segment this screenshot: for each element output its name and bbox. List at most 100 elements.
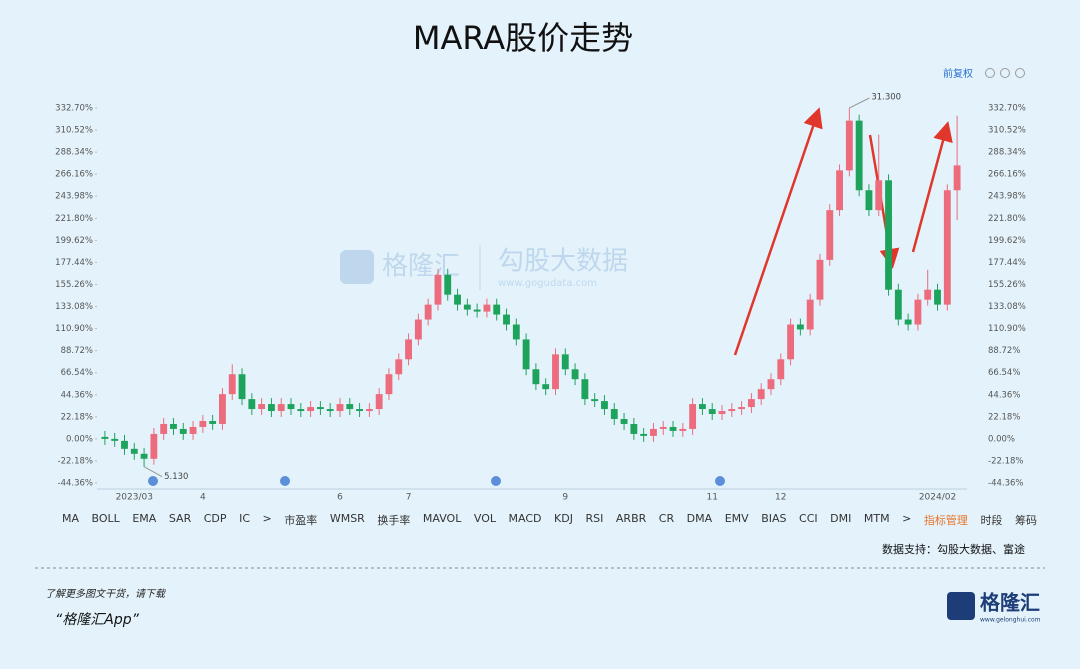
zoom-in-icon[interactable] [1015, 68, 1025, 78]
logo-url: www.gelonghui.com [980, 617, 1041, 624]
candle-body [336, 404, 344, 412]
indicator-tab[interactable]: 换手率 [377, 514, 411, 527]
indicator-tab[interactable]: > [262, 512, 272, 525]
reset-icon[interactable] [985, 68, 995, 78]
y-tick-label: 0.00% [66, 434, 93, 444]
y2-tick-label: 288.34% [988, 148, 1026, 158]
chart-title: MARA股价走势 [413, 19, 633, 57]
indicator-tab[interactable]: VOL [473, 512, 496, 525]
indicator-tab[interactable]: > [902, 512, 912, 525]
indicator-tab[interactable]: WMSR [329, 512, 365, 525]
candle-body [395, 359, 403, 375]
y2-tick-label: 310.52% [988, 126, 1026, 136]
candle-body [620, 418, 628, 424]
annotation-leader [143, 466, 163, 478]
indicator-tab[interactable]: SAR [168, 512, 192, 525]
candle-body [855, 120, 863, 191]
indicator-tab[interactable]: EMV [724, 512, 749, 525]
candle-body [943, 190, 951, 305]
indicator-tab[interactable]: CDP [203, 512, 227, 525]
candle-body [228, 374, 236, 395]
indicator-tab[interactable]: MA [62, 512, 80, 525]
candle-body [111, 438, 119, 441]
event-marker[interactable] [715, 476, 725, 486]
candle-body [934, 289, 941, 305]
candle-body [248, 399, 256, 410]
candle-body [365, 409, 373, 412]
candle-body [297, 409, 305, 412]
data-source: 数据支持：勾股大数据、富途 [882, 542, 1025, 556]
indicator-tab[interactable]: BIAS [761, 512, 787, 525]
candle-body [199, 420, 207, 427]
candle-body [787, 324, 795, 360]
y2-tick-label: 155.26% [988, 280, 1026, 290]
indicator-tab[interactable]: BOLL [91, 512, 120, 525]
candle-body [738, 407, 746, 410]
candle-body [512, 324, 520, 340]
x-tick-label: 12 [775, 493, 786, 503]
candle-body [904, 319, 912, 325]
candle-body [561, 354, 569, 370]
candle-body [610, 409, 618, 419]
event-marker[interactable] [148, 476, 158, 486]
candle-body [591, 399, 599, 402]
candle-body [287, 404, 295, 410]
y-tick-label: 310.52% [55, 126, 93, 136]
y-tick-label: 133.08% [55, 302, 93, 312]
indicator-tab[interactable]: 筹码 [1014, 514, 1037, 527]
y-tick-label: -22.18% [58, 456, 93, 466]
y2-tick-label: -44.36% [988, 479, 1023, 489]
candle-body [532, 369, 540, 385]
candle-body [757, 389, 765, 400]
candle-body [659, 426, 667, 429]
indicator-tab[interactable]: ARBR [615, 512, 647, 525]
indicator-tab[interactable]: MTM [863, 512, 890, 525]
indicator-tab[interactable]: DMA [686, 512, 713, 525]
indicator-tab[interactable]: 指标管理 [923, 514, 968, 527]
event-marker[interactable] [491, 476, 501, 486]
candle-body [826, 210, 834, 260]
indicator-tab[interactable]: CR [658, 512, 675, 525]
y2-tick-label: 199.62% [988, 236, 1026, 246]
trend-arrow [733, 107, 823, 356]
adjust-toggle[interactable]: 前复权 [943, 67, 973, 80]
logo-icon [947, 592, 975, 620]
candle-body [718, 411, 726, 415]
trend-arrow [911, 121, 953, 253]
candle-body [542, 384, 550, 390]
indicator-tab[interactable]: 时段 [980, 514, 1003, 527]
candle-body [816, 259, 824, 300]
candle-body [914, 299, 922, 325]
event-marker[interactable] [280, 476, 290, 486]
y2-tick-label: 88.72% [988, 346, 1020, 356]
candle-body [493, 304, 501, 315]
indicator-toolbar: MA BOLL EMA SAR CDP IC > 市盈率 WMSR 换手率 MAVOL VOL MACD… [62, 512, 1037, 532]
indicator-tab[interactable]: EMA [132, 512, 157, 525]
indicator-tab[interactable]: CCI [799, 512, 818, 525]
candle-body [219, 394, 226, 424]
candle-body [140, 453, 148, 459]
x-tick-label: 2023/03 [116, 493, 153, 503]
indicator-tab[interactable]: 市盈率 [284, 514, 318, 527]
candle-body [130, 448, 138, 454]
candle-body [865, 190, 873, 211]
candle-body [238, 374, 246, 400]
zoom-out-icon[interactable] [1000, 68, 1010, 78]
candle-body [375, 394, 383, 410]
annotation-leader [849, 97, 870, 109]
indicator-tab[interactable]: DMI [830, 512, 852, 525]
indicator-tab[interactable]: MACD [508, 512, 542, 525]
candle-body [698, 404, 706, 410]
candle-body [444, 274, 452, 295]
indicator-tab[interactable]: KDJ [554, 512, 573, 525]
y-tick-label: 266.16% [55, 170, 93, 180]
candle-body [356, 409, 364, 412]
indicator-tab[interactable]: RSI [585, 512, 604, 525]
y-tick-label: 110.90% [55, 324, 93, 334]
event-markers [148, 476, 725, 486]
indicator-tab[interactable]: IC [239, 512, 251, 525]
indicator-tab[interactable]: MAVOL [422, 512, 462, 525]
candle-body [503, 314, 510, 325]
y2-tick-label: 221.80% [988, 214, 1026, 224]
